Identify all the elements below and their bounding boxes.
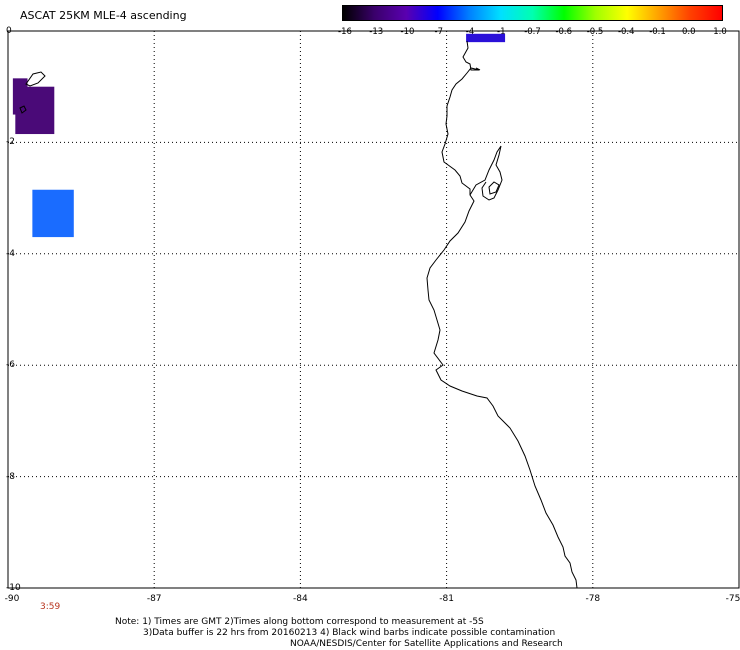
swath-cell — [15, 86, 55, 135]
color-scale-label: -16 — [338, 27, 352, 37]
latitude-label: -10 — [6, 583, 21, 593]
graticule — [8, 31, 739, 588]
latitude-label: -2 — [6, 137, 15, 148]
note-line-1: Note: 1) Times are GMT 2)Times along bot… — [115, 617, 484, 627]
color-scale-label: -0.6 — [555, 27, 573, 37]
color-scale-label: -0.1 — [649, 27, 666, 37]
scatterometer-swaths — [12, 33, 506, 238]
coastline-segment — [475, 67, 481, 71]
latitude-label: -8 — [6, 471, 15, 482]
color-scale-label: -0.4 — [617, 27, 635, 37]
longitude-label: -84 — [293, 594, 308, 604]
note-line-2: 3)Data buffer is 22 hrs from 20160213 4)… — [143, 628, 556, 638]
color-scale-label: -13 — [369, 27, 384, 37]
coastline — [19, 40, 578, 589]
latitude-label: -6 — [6, 360, 15, 371]
color-scale-label: -0.7 — [524, 27, 541, 37]
latitude-label: -4 — [6, 248, 15, 259]
map-title: ASCAT 25KM MLE-4 ascending — [20, 9, 187, 22]
color-scale-label: -1 — [497, 27, 506, 37]
swath-cell — [466, 33, 506, 43]
coastline-gulf-guayaquil — [469, 145, 503, 201]
color-scale-label: -4 — [465, 27, 475, 37]
color-scale-label: -7 — [434, 27, 443, 37]
island-galapagos-small — [19, 105, 27, 114]
color-scale-label: 0.0 — [681, 27, 696, 37]
longitude-label: -90 — [4, 594, 20, 604]
color-scale-bar — [342, 5, 723, 21]
color-scale-label: -0.5 — [586, 27, 604, 37]
swath-cell — [32, 189, 74, 238]
coastline-mainland — [426, 40, 578, 589]
swath-time-label: 3:59 — [40, 602, 61, 612]
longitude-label: -75 — [725, 594, 740, 604]
color-scale-label: -10 — [400, 27, 415, 37]
longitude-label: -87 — [146, 594, 162, 604]
note-line-3: NOAA/NESDIS/Center for Satellite Applica… — [290, 639, 563, 649]
latitude-label: 0 — [6, 26, 12, 36]
color-scale-label: 1.0 — [713, 27, 727, 37]
map-frame — [7, 30, 740, 589]
island-galapagos-isabela — [25, 71, 46, 87]
island-puna — [488, 181, 500, 195]
longitude-label: -81 — [439, 594, 454, 604]
longitude-label: -78 — [585, 594, 601, 604]
